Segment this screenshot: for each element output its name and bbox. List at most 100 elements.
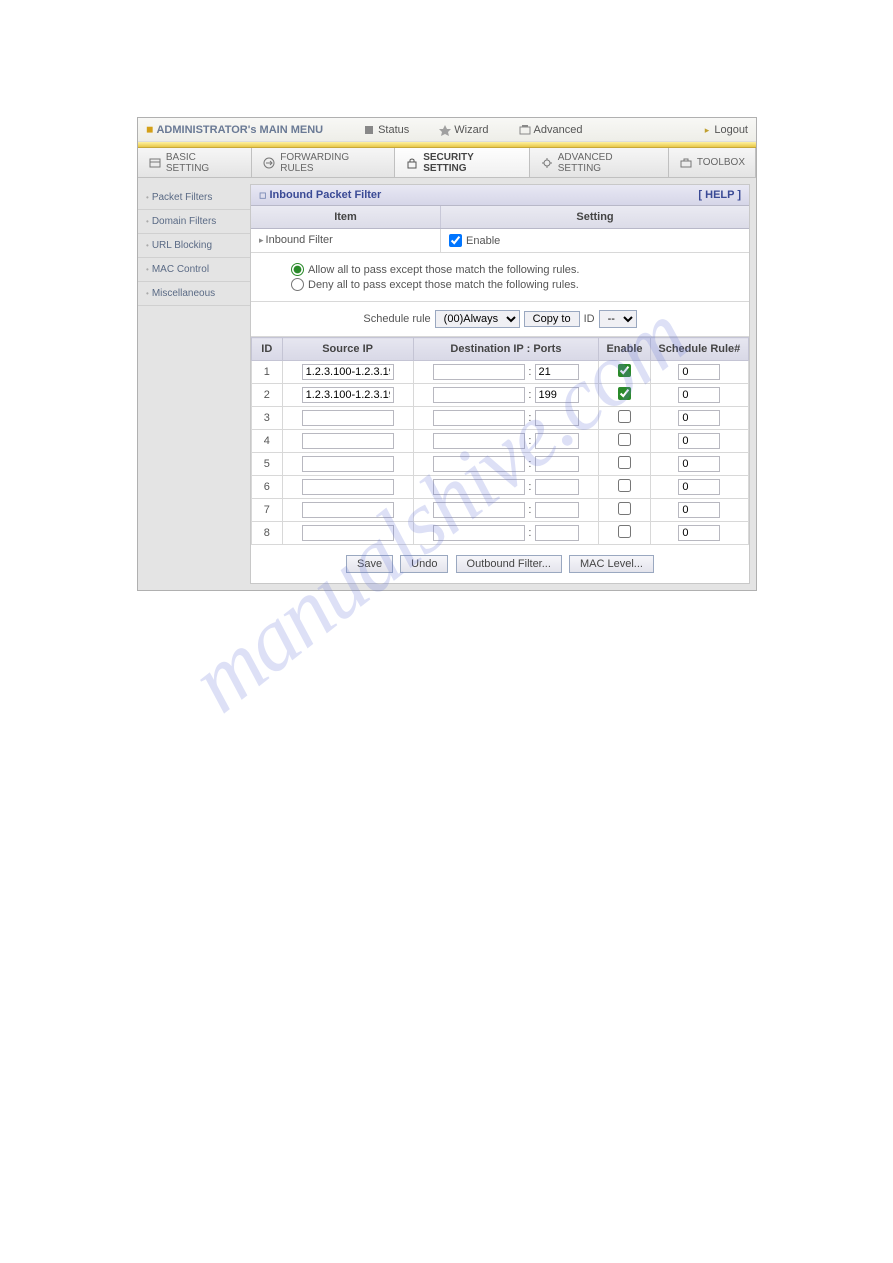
panel-title-text: Inbound Packet Filter (269, 189, 381, 201)
forwarding-icon (262, 156, 276, 170)
source-ip-input[interactable] (302, 387, 394, 403)
col-schedule-header: Schedule Rule# (650, 338, 748, 361)
mac-level-button[interactable]: MAC Level... (569, 555, 654, 573)
enable-checkbox[interactable] (449, 234, 462, 247)
outbound-filter-button[interactable]: Outbound Filter... (456, 555, 562, 573)
table-row: 5 : (252, 453, 749, 476)
schedule-rule-input[interactable] (678, 410, 720, 426)
advanced-link[interactable]: Advanced (519, 124, 583, 136)
port-input[interactable] (535, 479, 579, 495)
row-schedule-cell (650, 407, 748, 430)
schedule-bar: Schedule rule (00)Always Copy to ID -- (251, 302, 749, 337)
row-id: 3 (252, 407, 283, 430)
port-input[interactable] (535, 502, 579, 518)
source-ip-input[interactable] (302, 525, 394, 541)
schedule-rule-input[interactable] (678, 525, 720, 541)
dest-ip-input[interactable] (433, 410, 525, 426)
row-enable-checkbox[interactable] (618, 387, 631, 400)
source-ip-input[interactable] (302, 502, 394, 518)
row-schedule-cell (650, 361, 748, 384)
row-enable-checkbox[interactable] (618, 479, 631, 492)
col-enable-header: Enable (599, 338, 650, 361)
source-ip-input[interactable] (302, 433, 394, 449)
row-schedule-cell (650, 453, 748, 476)
tab-toolbox[interactable]: TOOLBOX (669, 148, 756, 177)
port-input[interactable] (535, 387, 579, 403)
save-button[interactable]: Save (346, 555, 393, 573)
row-enable-checkbox[interactable] (618, 525, 631, 538)
schedule-rule-input[interactable] (678, 387, 720, 403)
port-input[interactable] (535, 410, 579, 426)
undo-button[interactable]: Undo (400, 555, 448, 573)
wizard-link[interactable]: Wizard (439, 124, 488, 136)
tab-basic-setting[interactable]: BASIC SETTING (138, 148, 252, 177)
sidebar-item-url-blocking[interactable]: •URL Blocking (138, 234, 250, 258)
tab-security-label: SECURITY SETTING (423, 152, 519, 174)
table-row: 4 : (252, 430, 749, 453)
row-source-cell (282, 407, 413, 430)
sidebar-item-mac-control[interactable]: •MAC Control (138, 258, 250, 282)
dest-ip-input[interactable] (433, 456, 525, 472)
row-enable-checkbox[interactable] (618, 456, 631, 469)
tab-security-setting[interactable]: SECURITY SETTING (395, 148, 530, 177)
id-label: ID (584, 313, 595, 325)
button-bar: Save Undo Outbound Filter... MAC Level..… (251, 545, 749, 583)
deny-row: Deny all to pass except those match the … (291, 278, 709, 291)
row-dest-cell: : (413, 361, 599, 384)
dest-ip-input[interactable] (433, 525, 525, 541)
row-id: 5 (252, 453, 283, 476)
row-dest-cell: : (413, 522, 599, 545)
source-ip-input[interactable] (302, 479, 394, 495)
port-input[interactable] (535, 525, 579, 541)
row-dest-cell: : (413, 499, 599, 522)
table-row: 3 : (252, 407, 749, 430)
sidebar-item-packet-filters[interactable]: •Packet Filters (138, 186, 250, 210)
port-input[interactable] (535, 364, 579, 380)
dest-ip-input[interactable] (433, 387, 525, 403)
toolbox-icon (679, 156, 693, 170)
sidebar-label: MAC Control (152, 264, 209, 275)
bullet-icon: • (146, 193, 149, 202)
dest-ip-input[interactable] (433, 502, 525, 518)
schedule-rule-input[interactable] (678, 433, 720, 449)
port-input[interactable] (535, 456, 579, 472)
copy-to-button[interactable]: Copy to (524, 311, 580, 327)
schedule-rule-input[interactable] (678, 456, 720, 472)
status-icon (363, 124, 375, 136)
allow-radio[interactable] (291, 263, 304, 276)
source-ip-input[interactable] (302, 456, 394, 472)
sidebar: •Packet Filters •Domain Filters •URL Blo… (138, 178, 250, 590)
row-enable-checkbox[interactable] (618, 502, 631, 515)
schedule-rule-input[interactable] (678, 364, 720, 380)
deny-radio[interactable] (291, 278, 304, 291)
schedule-rule-label: Schedule rule (363, 313, 430, 325)
row-enable-checkbox[interactable] (618, 433, 631, 446)
schedule-rule-select[interactable]: (00)Always (435, 310, 520, 328)
sidebar-item-miscellaneous[interactable]: •Miscellaneous (138, 282, 250, 306)
table-row: 2 : (252, 384, 749, 407)
schedule-rule-input[interactable] (678, 479, 720, 495)
source-ip-input[interactable] (302, 410, 394, 426)
sidebar-item-domain-filters[interactable]: •Domain Filters (138, 210, 250, 234)
dest-ip-input[interactable] (433, 479, 525, 495)
advanced-label: Advanced (534, 124, 583, 136)
tab-forwarding-label: FORWARDING RULES (280, 152, 384, 174)
help-link[interactable]: [ HELP ] (698, 189, 741, 201)
source-ip-input[interactable] (302, 364, 394, 380)
tab-advanced-setting[interactable]: ADVANCED SETTING (530, 148, 669, 177)
allow-label: Allow all to pass except those match the… (308, 264, 579, 276)
dest-ip-input[interactable] (433, 364, 525, 380)
tab-forwarding-rules[interactable]: FORWARDING RULES (252, 148, 395, 177)
row-source-cell (282, 499, 413, 522)
port-input[interactable] (535, 433, 579, 449)
wizard-label: Wizard (454, 124, 488, 136)
row-enable-cell (599, 384, 650, 407)
schedule-rule-input[interactable] (678, 502, 720, 518)
row-enable-checkbox[interactable] (618, 364, 631, 377)
row-enable-checkbox[interactable] (618, 410, 631, 423)
logout-link[interactable]: ▸ Logout (705, 124, 748, 136)
status-link[interactable]: Status (363, 124, 409, 136)
id-select[interactable]: -- (599, 310, 637, 328)
panel-header: ◻Inbound Packet Filter [ HELP ] (251, 185, 749, 206)
dest-ip-input[interactable] (433, 433, 525, 449)
